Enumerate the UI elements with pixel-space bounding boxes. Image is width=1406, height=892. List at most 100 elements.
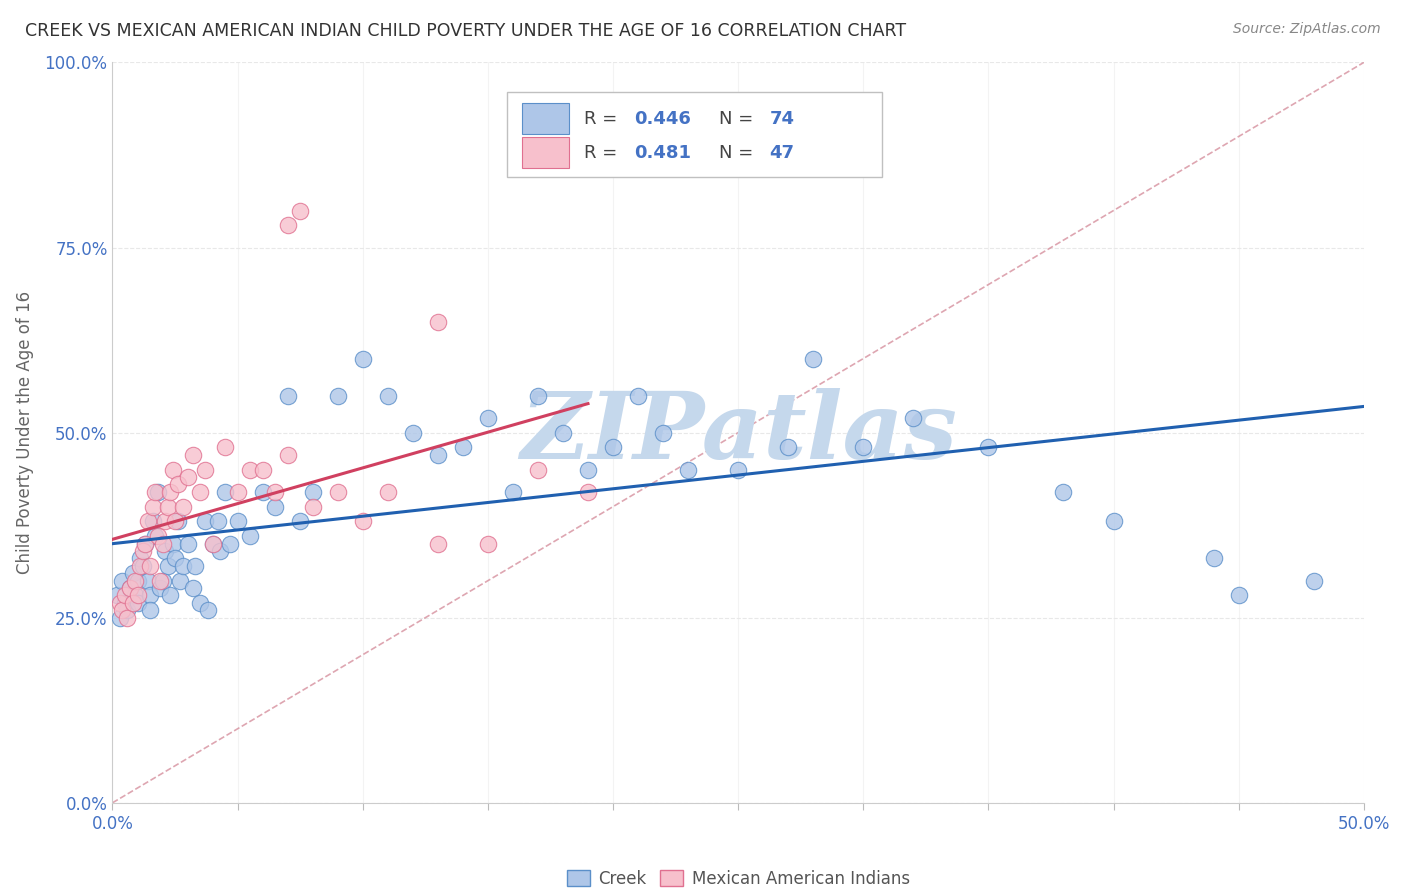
Point: [127, 574, 149, 588]
Point: [163, 551, 186, 566]
Point: [159, 484, 181, 499]
Point: [162, 536, 184, 550]
Point: [143, 529, 166, 543]
Legend: Creek, Mexican American Indians: Creek, Mexican American Indians: [560, 863, 917, 892]
Point: [131, 558, 153, 573]
Point: [1227, 589, 1250, 603]
Point: [159, 589, 181, 603]
Point: [402, 425, 425, 440]
Text: 47: 47: [769, 144, 794, 161]
Point: [156, 558, 179, 573]
Text: R =: R =: [585, 110, 623, 128]
Text: ZIPatlas: ZIPatlas: [520, 388, 956, 477]
Point: [727, 462, 749, 476]
Point: [301, 484, 323, 499]
Point: [219, 536, 242, 550]
Point: [1202, 551, 1225, 566]
Point: [108, 610, 131, 624]
Point: [576, 484, 599, 499]
Point: [136, 515, 159, 529]
Point: [426, 536, 449, 550]
Point: [201, 536, 224, 550]
Point: [576, 462, 599, 476]
Point: [114, 589, 136, 603]
Point: [118, 581, 141, 595]
Text: 0.446: 0.446: [634, 110, 692, 128]
Point: [252, 484, 274, 499]
Point: [188, 484, 211, 499]
Point: [188, 596, 211, 610]
Point: [527, 462, 550, 476]
Text: 0.481: 0.481: [634, 144, 692, 161]
Point: [252, 462, 274, 476]
Point: [169, 574, 191, 588]
Point: [201, 536, 224, 550]
Point: [778, 441, 800, 455]
Point: [166, 477, 188, 491]
Point: [214, 484, 236, 499]
Point: [527, 388, 550, 402]
Point: [551, 425, 574, 440]
Point: [197, 603, 219, 617]
Point: [207, 515, 229, 529]
Point: [146, 484, 169, 499]
Point: [226, 484, 249, 499]
Point: [226, 515, 249, 529]
Point: [141, 515, 163, 529]
Point: [124, 589, 146, 603]
Point: [162, 462, 184, 476]
Point: [194, 462, 217, 476]
Point: [903, 410, 925, 425]
Point: [152, 536, 174, 550]
Point: [108, 596, 131, 610]
Point: [127, 589, 149, 603]
Point: [852, 441, 875, 455]
Point: [326, 388, 349, 402]
Point: [134, 536, 156, 550]
Point: [131, 544, 153, 558]
Point: [114, 596, 136, 610]
Point: [163, 515, 186, 529]
Point: [502, 484, 524, 499]
Point: [352, 351, 374, 366]
Point: [290, 515, 312, 529]
Point: [426, 448, 449, 462]
Point: [1102, 515, 1125, 529]
Point: [153, 544, 176, 558]
Point: [129, 558, 152, 573]
Point: [117, 603, 139, 617]
Point: [129, 551, 152, 566]
Point: [1302, 574, 1324, 588]
Text: CREEK VS MEXICAN AMERICAN INDIAN CHILD POVERTY UNDER THE AGE OF 16 CORRELATION C: CREEK VS MEXICAN AMERICAN INDIAN CHILD P…: [25, 22, 907, 40]
Point: [181, 448, 204, 462]
Point: [139, 558, 162, 573]
Point: [111, 574, 134, 588]
Point: [107, 589, 129, 603]
Point: [801, 351, 824, 366]
Point: [352, 515, 374, 529]
Point: [127, 596, 149, 610]
Point: [139, 603, 162, 617]
Point: [264, 484, 287, 499]
Point: [451, 441, 474, 455]
Point: [141, 500, 163, 514]
Point: [676, 462, 699, 476]
Point: [377, 388, 399, 402]
Point: [136, 574, 159, 588]
Point: [143, 484, 166, 499]
Text: N =: N =: [720, 110, 759, 128]
Point: [977, 441, 1000, 455]
Point: [124, 574, 146, 588]
Text: N =: N =: [720, 144, 759, 161]
Point: [149, 581, 172, 595]
Point: [377, 484, 399, 499]
Point: [117, 610, 139, 624]
Point: [176, 536, 198, 550]
Point: [290, 203, 312, 218]
Text: 74: 74: [769, 110, 794, 128]
Point: [477, 410, 499, 425]
Point: [209, 544, 232, 558]
Point: [602, 441, 624, 455]
Point: [121, 566, 143, 581]
Point: [149, 574, 172, 588]
